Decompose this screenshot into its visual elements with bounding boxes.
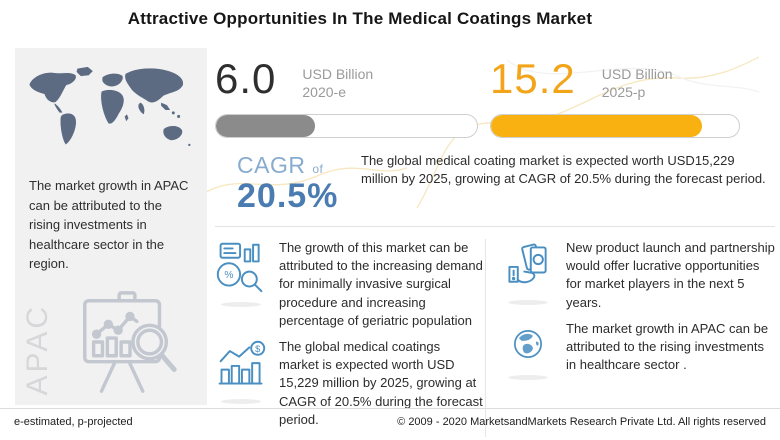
cagr-row: CAGR of 20.5% The global medical coating… bbox=[215, 152, 775, 216]
stat-2020-unit: USD Billion 2020-e bbox=[302, 66, 374, 100]
footer-legend: e-estimated, p-projected bbox=[14, 416, 133, 428]
cagr-label: CAGR bbox=[237, 152, 306, 178]
stat-2020: 6.0 USD Billion 2020-e bbox=[215, 58, 478, 138]
bullet-column-left: % The growth of this market can be attri… bbox=[215, 239, 483, 437]
bullet-opportunities: New product launch and partnership would… bbox=[502, 239, 775, 312]
bullet-drivers: % The growth of this market can be attri… bbox=[215, 239, 483, 330]
apac-panel: The market growth in APAC can be attribu… bbox=[15, 48, 207, 405]
content-area: The market growth in APAC can be attribu… bbox=[15, 48, 775, 437]
icon-shadow bbox=[221, 302, 261, 307]
apac-note: The market growth in APAC can be attribu… bbox=[29, 178, 189, 271]
cagr-description: The global medical coating market is exp… bbox=[361, 153, 766, 187]
bullet-apac-growth: The market growth in APAC can be attribu… bbox=[502, 320, 775, 380]
apac-panel-bottom: APAC bbox=[15, 275, 207, 403]
bullet-text: The global medical coatings market is ex… bbox=[279, 338, 483, 427]
growth-chart-icon: $ bbox=[218, 340, 266, 385]
stat-2020-value: 6.0 bbox=[215, 55, 277, 102]
bullet-text: New product launch and partnership would… bbox=[566, 240, 775, 310]
bullet-text: The market growth in APAC can be attribu… bbox=[566, 320, 769, 373]
money-hand-icon bbox=[508, 243, 547, 284]
cagr-of: of bbox=[312, 162, 324, 176]
stat-2025-unit: USD Billion 2025-p bbox=[601, 66, 673, 100]
stats-row: 6.0 USD Billion 2020-e 15.2 USD bbox=[215, 58, 775, 138]
stat-2025: 15.2 USD Billion 2025-p bbox=[490, 58, 740, 138]
page-title: Attractive Opportunities In The Medical … bbox=[127, 9, 593, 28]
world-map bbox=[28, 66, 192, 147]
bullet-forecast: $ The global medical coatings market is … bbox=[215, 338, 483, 429]
market-stats-panel: 6.0 USD Billion 2020-e 15.2 USD bbox=[207, 48, 775, 437]
progress-bar-2025 bbox=[490, 114, 740, 138]
column-divider bbox=[485, 239, 486, 437]
bullet-text: The growth of this market can be attribu… bbox=[279, 240, 483, 328]
footer: e-estimated, p-projected © 2009 - 2020 M… bbox=[0, 408, 780, 428]
globe-icon bbox=[513, 329, 543, 358]
progress-fill-2020 bbox=[216, 115, 316, 137]
icon-shadow bbox=[508, 300, 548, 305]
market-analysis-icon: % bbox=[216, 242, 263, 293]
progress-bar-2020 bbox=[215, 114, 478, 138]
bullet-column-right: New product launch and partnership would… bbox=[488, 239, 775, 437]
apac-region-label: APAC bbox=[21, 303, 54, 395]
stat-2025-value: 15.2 bbox=[490, 55, 576, 102]
bullet-grid: % The growth of this market can be attri… bbox=[215, 226, 775, 437]
cagr-block: CAGR of 20.5% bbox=[215, 152, 343, 216]
icon-shadow bbox=[508, 374, 548, 380]
footer-copyright: © 2009 - 2020 MarketsandMarkets Research… bbox=[397, 416, 766, 428]
svg-text:$: $ bbox=[255, 344, 260, 354]
presentation-chart-icon bbox=[83, 291, 177, 393]
icon-shadow bbox=[221, 398, 261, 404]
progress-fill-2025 bbox=[491, 115, 702, 137]
cagr-value: 20.5% bbox=[237, 177, 339, 215]
svg-text:%: % bbox=[224, 270, 233, 281]
